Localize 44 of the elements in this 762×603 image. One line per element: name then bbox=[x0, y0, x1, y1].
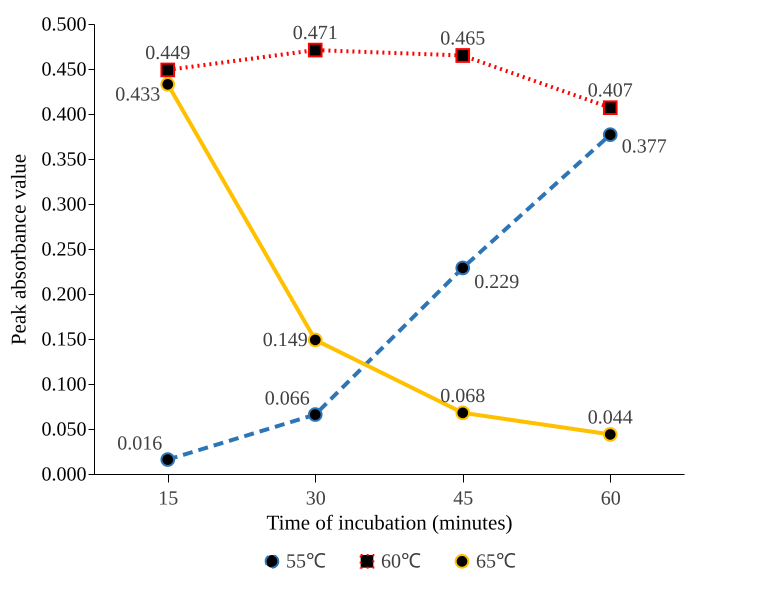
point bbox=[308, 42, 323, 58]
y-tick-label: 0.300 bbox=[42, 194, 86, 216]
x-tick-label: 45 bbox=[453, 488, 474, 510]
y-tick-label: 0.250 bbox=[42, 238, 86, 260]
data-label: 0.449 bbox=[145, 42, 190, 64]
data-label: 0.229 bbox=[474, 270, 520, 293]
point bbox=[455, 405, 470, 420]
y-tick-label: 0.100 bbox=[42, 374, 86, 396]
point bbox=[455, 48, 470, 63]
legend-label: 65℃ bbox=[476, 550, 516, 572]
x-tick-label: 30 bbox=[306, 488, 326, 510]
data-label: 0.066 bbox=[264, 388, 310, 410]
point bbox=[160, 452, 176, 467]
y-tick-label: 0.150 bbox=[42, 328, 86, 350]
data-label: 0.407 bbox=[588, 80, 633, 102]
data-label: 0.433 bbox=[115, 83, 160, 106]
y-tick-label: 0.450 bbox=[42, 58, 86, 80]
data-label: 0.044 bbox=[588, 406, 633, 428]
data-label: 0.016 bbox=[117, 432, 162, 455]
y-tick-label: 0.050 bbox=[42, 418, 86, 440]
y-tick-label: 0.000 bbox=[42, 464, 86, 486]
y-tick-label: 0.200 bbox=[42, 284, 86, 306]
x-tick-label: 15 bbox=[158, 488, 178, 510]
point bbox=[602, 427, 618, 442]
y-axis-title: Peak absorbance value bbox=[6, 154, 30, 346]
x-tick-label: 60 bbox=[600, 488, 621, 510]
y-tick-label: 0.500 bbox=[42, 14, 86, 36]
data-label: 0.471 bbox=[292, 22, 338, 44]
data-label: 0.465 bbox=[440, 28, 486, 50]
legend-label: 60℃ bbox=[381, 550, 421, 572]
legend-label: 55℃ bbox=[286, 550, 326, 572]
data-label: 0.149 bbox=[262, 328, 308, 351]
y-tick-label: 0.400 bbox=[42, 104, 86, 126]
point bbox=[602, 127, 618, 142]
point bbox=[455, 260, 470, 276]
y-tick-label: 0.350 bbox=[42, 148, 86, 170]
point bbox=[308, 407, 323, 422]
point bbox=[160, 62, 176, 78]
data-label: 0.068 bbox=[440, 384, 486, 407]
point bbox=[602, 100, 618, 116]
point bbox=[308, 332, 323, 348]
point bbox=[160, 76, 176, 92]
x-axis-title: Time of incubation (minutes) bbox=[266, 510, 512, 534]
data-label: 0.377 bbox=[622, 136, 667, 158]
